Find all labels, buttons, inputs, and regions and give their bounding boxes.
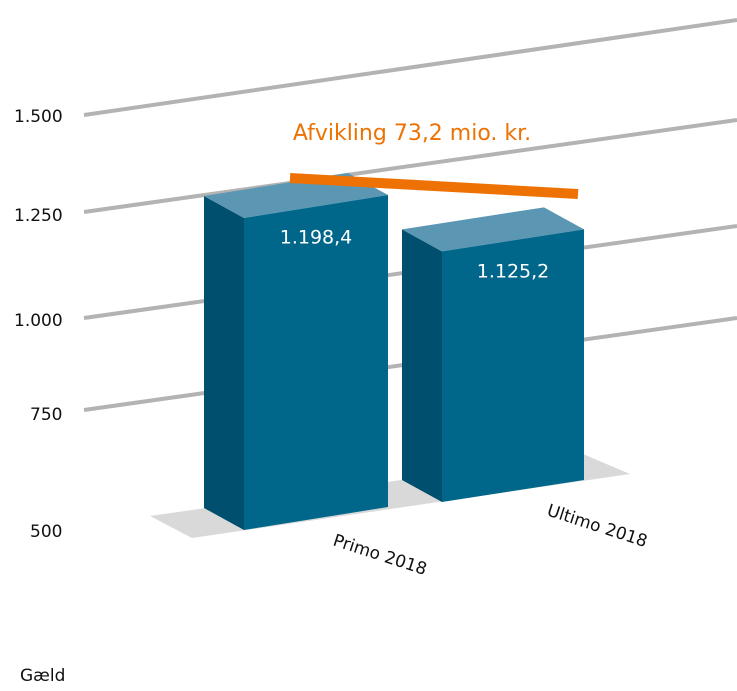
bar-top [402, 207, 584, 252]
category-label: Primo 2018 [330, 531, 429, 580]
bars [204, 173, 584, 530]
y-tick-label: 1.500 [14, 107, 63, 127]
bar-value-label: 1.198,4 [280, 227, 353, 249]
annotation-line [289, 173, 579, 199]
y-tick-label: 1.250 [14, 206, 63, 226]
bar-side [204, 196, 244, 530]
bar-side [402, 229, 442, 502]
bar-value-label: 1.125,2 [477, 260, 550, 282]
series-label: Gæld [20, 666, 66, 686]
value-labels: 1.198,4 1.125,2 [280, 227, 550, 283]
gridline [83, 18, 737, 117]
y-tick-label: 750 [30, 405, 62, 425]
y-tick-label: 500 [30, 522, 62, 542]
category-label: Ultimo 2018 [544, 501, 649, 552]
gridline [83, 118, 737, 214]
annotation-label: Afvikling 73,2 mio. kr. [293, 121, 531, 146]
bar [244, 195, 388, 530]
y-axis-ticks: 1.500 1.250 1.000 750 500 [14, 107, 63, 542]
y-tick-label: 1.000 [14, 311, 63, 331]
bar [442, 229, 584, 502]
